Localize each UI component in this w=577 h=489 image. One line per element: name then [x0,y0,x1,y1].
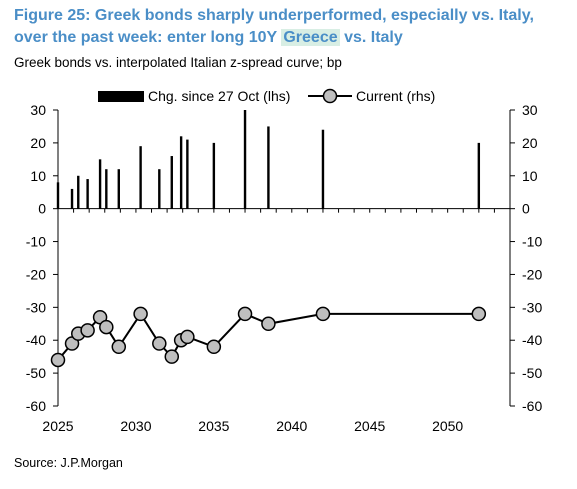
bar [477,142,481,209]
y-left-tick-label: -20 [26,266,46,282]
bar [321,129,325,209]
y-right-tick-label: -10 [522,234,542,250]
title-line-2-post: vs. Italy [339,29,403,46]
bar [77,175,80,209]
bar [212,142,216,209]
bar [186,139,189,209]
y-right-tick-label: 10 [522,168,538,184]
x-tick-label: 2025 [42,418,73,434]
y-right-tick-label: -20 [522,266,542,282]
current-point [180,329,195,345]
y-left-tick-label: 0 [38,201,46,217]
bar [243,110,247,209]
bar [170,156,173,209]
title-line-1: Figure 25: Greek bonds sharply underperf… [14,7,534,24]
x-tick-label: 2035 [198,418,229,434]
legend-label-bars: Chg. since 27 Oct (lhs) [148,88,290,104]
y-left-tick-label: -60 [26,398,46,414]
y-right-tick-label: -50 [522,365,542,381]
chart-subtitle: Greek bonds vs. interpolated Italian z-s… [14,55,342,70]
title-line-2: over the past week: enter long 10Y Greec… [14,27,574,49]
bar [98,159,102,209]
y-left-tick-label: -30 [26,299,46,315]
y-left-tick-label: 10 [30,168,46,184]
source-note: Source: J.P.Morgan [14,456,123,470]
title-highlight: Greece [281,29,340,46]
legend-bar-swatch [98,91,144,102]
y-right-tick-label: 0 [522,201,530,217]
current-point [111,339,127,355]
current-point [471,306,487,322]
current-point [237,306,253,322]
current-point [99,319,114,335]
x-tick-label: 2045 [354,418,385,434]
bar [56,182,60,209]
x-tick-label: 2040 [276,418,307,434]
current-point [80,323,95,338]
y-right-tick-label: 30 [522,102,538,118]
chart-title: Figure 25: Greek bonds sharply underperf… [14,5,574,49]
bar [105,169,108,209]
legend-marker-swatch [322,88,338,104]
y-left-tick-label: -40 [26,332,46,348]
bar [86,179,89,209]
bar [70,188,74,209]
title-line-2-pre: over the past week: enter long 10Y [14,29,282,46]
current-point [50,352,66,368]
current-point [164,349,180,364]
y-left-tick-label: -50 [26,365,46,381]
bar [158,169,161,209]
y-right-tick-label: -30 [522,299,542,315]
bar [267,126,270,209]
y-right-tick-label: -40 [522,332,542,348]
y-right-tick-label: 20 [522,135,538,151]
bar [179,136,183,209]
y-right-tick-label: -60 [522,398,542,414]
y-left-tick-label: -10 [26,234,46,250]
x-tick-label: 2050 [432,418,463,434]
y-left-tick-label: 30 [30,102,46,118]
bar [139,146,142,209]
bar [117,169,120,209]
current-point [133,306,148,322]
current-point [261,316,276,332]
current-point [152,336,167,351]
y-left-tick-label: 20 [30,135,46,151]
legend-label-line: Current (rhs) [356,88,435,104]
x-tick-label: 2030 [120,418,151,434]
current-point [206,339,222,355]
current-point [315,306,331,322]
